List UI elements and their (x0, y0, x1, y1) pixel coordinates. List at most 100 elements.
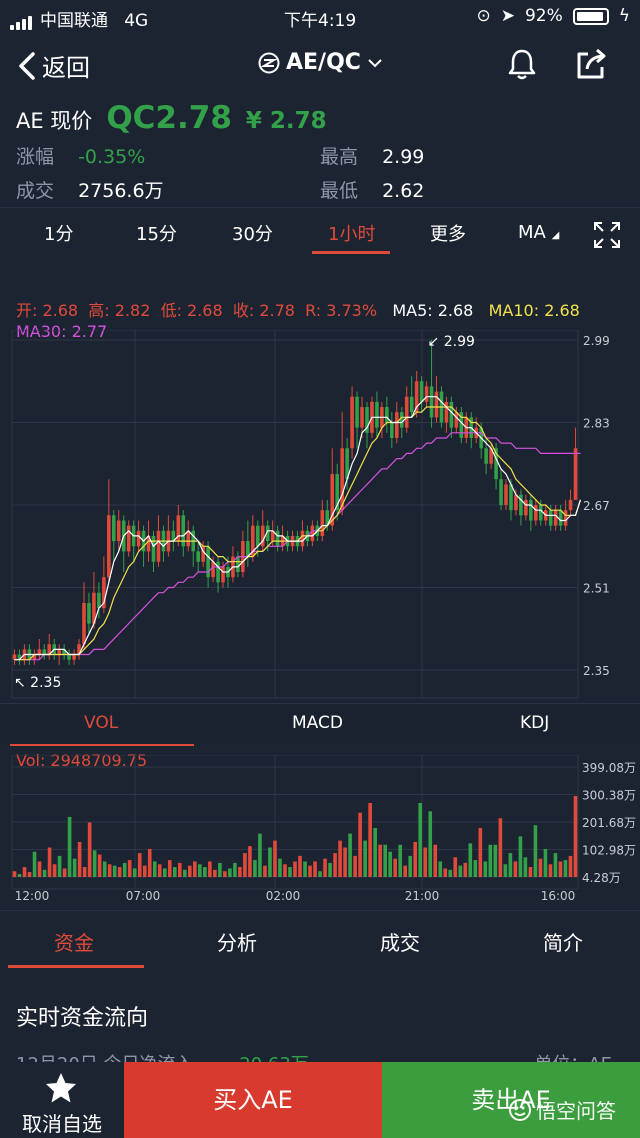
candle-body (449, 401, 454, 428)
volume-bar (503, 864, 508, 877)
bell-icon[interactable] (504, 46, 540, 82)
candle-body (87, 602, 91, 624)
volume-bar (313, 861, 317, 877)
volume-bar (493, 844, 498, 877)
tab-15min[interactable]: 15分 (136, 224, 177, 245)
candle (72, 649, 76, 665)
buy-button[interactable]: 买入AE (124, 1062, 382, 1138)
candle-body (330, 474, 335, 526)
volume-bar (218, 862, 222, 877)
tab-30min[interactable]: 30分 (232, 224, 273, 245)
volume-chart[interactable]: 399.08万 300.38万 201.68万 102.98万 4.28万 12:00 07… (0, 755, 640, 910)
volume-label: 成交 (16, 180, 55, 202)
candle (67, 649, 71, 665)
candle-body (553, 510, 558, 526)
carrier-label: 中国联通 4G (40, 11, 149, 31)
tab-funds[interactable]: 资金 (54, 931, 94, 955)
volume-bar (473, 860, 478, 877)
volume-bar (117, 867, 122, 877)
candle (444, 396, 449, 433)
tab-trades[interactable]: 成交 (380, 931, 420, 955)
volume-tick-label: 4.28万 (582, 871, 621, 885)
volume-bar (167, 860, 172, 877)
unfavorite-button[interactable]: 取消自选 (0, 1062, 124, 1138)
candle-body (310, 525, 315, 542)
pair-selector[interactable]: AE/QC (258, 50, 383, 75)
volume-bar (57, 855, 62, 877)
volume-bar (388, 851, 392, 877)
candle-body (429, 386, 434, 418)
candle-body (340, 448, 344, 511)
tab-1min[interactable]: 1分 (44, 224, 74, 245)
volume-bar (458, 865, 463, 877)
indicator-select-label: MA (518, 222, 546, 243)
tab-more[interactable]: 更多 (430, 224, 466, 245)
high-label: 最高 (320, 146, 359, 168)
flow-unit: 单位：AE (534, 1050, 612, 1064)
candle-body (573, 448, 578, 500)
tab-macd[interactable]: MACD (292, 713, 343, 733)
candle-body (111, 515, 116, 542)
price-cny: ¥ 2.78 (245, 108, 327, 134)
candle-body (538, 505, 543, 521)
candle (350, 386, 354, 459)
candle-body (201, 546, 205, 562)
candle (474, 417, 479, 444)
back-button[interactable]: 返回 (18, 48, 90, 83)
candle (121, 515, 126, 573)
candle (206, 541, 210, 588)
volume-bar (468, 843, 473, 877)
volume-bar (32, 851, 37, 877)
candle-body (77, 644, 81, 655)
candlestick-chart[interactable]: 2.99 2.83 2.67 2.51 2.35 ↙ 2.99 ↖ 2.35 (0, 330, 640, 700)
tab-analysis[interactable]: 分析 (217, 931, 257, 955)
share-icon[interactable] (574, 46, 608, 82)
candle (548, 505, 553, 531)
volume-bar (132, 868, 137, 877)
candle (409, 376, 414, 418)
clock: 下午4:19 (284, 11, 357, 31)
candle-body (270, 530, 275, 542)
sell-button[interactable]: 卖出AE (382, 1062, 640, 1138)
volume-bar (208, 861, 212, 877)
price-tick-label: 2.83 (583, 417, 610, 431)
change-value: -0.35% (78, 146, 146, 168)
candle (126, 520, 131, 557)
volume-bar (513, 861, 518, 877)
candle-body (350, 396, 354, 449)
candle-body (519, 494, 523, 516)
volume-bar (263, 865, 267, 877)
fullscreen-icon[interactable] (592, 220, 622, 250)
volume-bar (398, 844, 402, 877)
price-row: AE 现价 QC2.78 ¥ 2.78 (16, 100, 327, 136)
candle (191, 525, 196, 567)
volume-bar (92, 850, 97, 877)
indicator-select[interactable]: MA ◢ (518, 222, 559, 243)
chevron-down-icon (368, 58, 382, 67)
tab-vol[interactable]: VOL (84, 713, 119, 733)
candle (47, 633, 52, 660)
volume-bar (498, 818, 503, 877)
flow-value: 20.63万 (239, 1054, 309, 1064)
candle (275, 525, 280, 552)
candle (181, 510, 186, 557)
time-tick-label: 21:00 (405, 889, 440, 903)
candle-body (335, 474, 339, 511)
candle (82, 582, 86, 650)
candle-body (47, 644, 52, 655)
candle-body (399, 412, 404, 428)
tab-intro[interactable]: 简介 (543, 931, 583, 955)
candle (201, 541, 205, 567)
network-label: 4G (124, 11, 149, 31)
candle (380, 401, 384, 438)
tab-kdj[interactable]: KDJ (520, 713, 550, 733)
volume-bar (483, 861, 488, 877)
candle (97, 582, 101, 619)
tab-1hour[interactable]: 1小时 (328, 224, 376, 245)
low-readout: 低: 2.68 (160, 301, 223, 320)
battery-percent: 92% (524, 6, 563, 26)
volume-bar (102, 861, 107, 877)
candle-body (12, 654, 17, 660)
candle (116, 510, 121, 552)
candle-body (17, 654, 22, 660)
